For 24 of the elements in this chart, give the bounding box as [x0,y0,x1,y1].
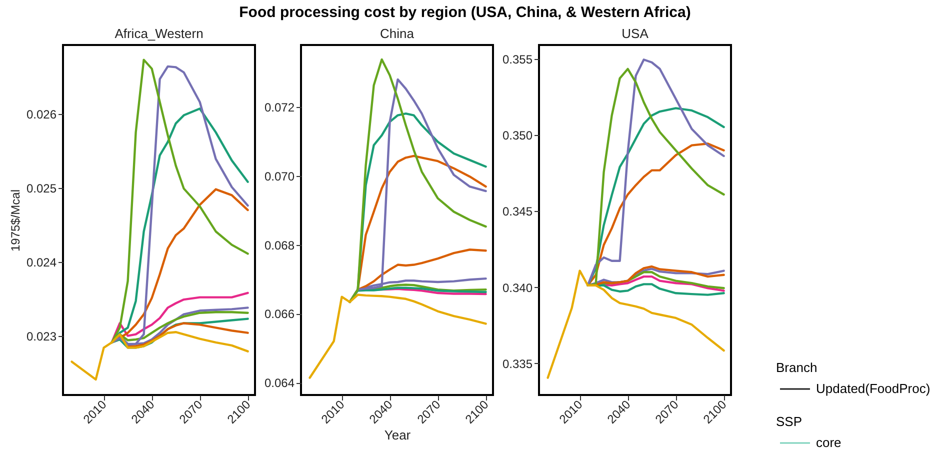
chart-subtitle: Africa_Western [114,26,204,41]
chart-title: Food processing cost by region (USA, China, & Western Africa) [238,4,692,21]
text: Branch [776,360,818,375]
y-tick-label: 0.355 [502,52,533,67]
text: Updated(FoodProc) [816,381,930,396]
y-tick-label: 0.025 [26,181,57,196]
y-tick-label: 0.340 [502,280,533,295]
chart-subtitle: USA [622,26,649,41]
x-axis-title: Year [384,428,412,443]
y-tick-label: 0.064 [264,376,295,390]
y-tick-label: 0.068 [264,238,295,252]
text: SSP [776,414,804,429]
y-axis-title: 1975$/Mcal [8,189,22,252]
y-tick-label: 0.072 [264,100,295,115]
y-tick-label: 0.024 [26,255,57,270]
y-tick-label: 0.335 [502,356,533,371]
y-tick-label: 0.026 [26,107,57,122]
y-tick-label: 0.023 [26,329,57,344]
y-tick-label: 0.066 [264,307,295,322]
y-tick-label: 0.345 [502,204,533,219]
text: core [816,435,842,450]
y-tick-label: 0.070 [264,169,295,184]
chart-subtitle: China [380,26,415,41]
y-tick-label: 0.350 [502,128,533,143]
